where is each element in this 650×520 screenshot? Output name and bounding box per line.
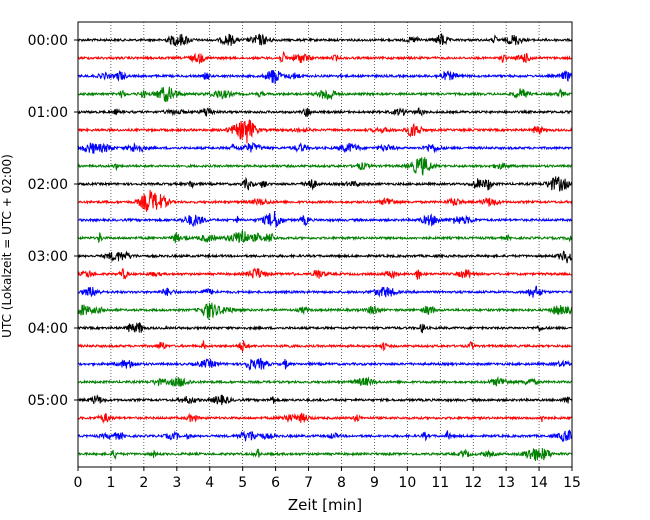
- trace-22: [77, 429, 573, 443]
- x-tick-label: 10: [398, 475, 416, 491]
- x-tick-label: 12: [464, 475, 482, 491]
- trace-16: [77, 321, 573, 334]
- trace-9: [77, 189, 573, 212]
- x-axis: 0 1 2 3 4 5 6 7 8 9 10 11 12 13 14 15: [74, 467, 581, 491]
- trace-20: [77, 394, 573, 406]
- trace-10: [77, 211, 573, 228]
- x-tick-label: 8: [337, 475, 346, 491]
- x-tick-label: 4: [205, 475, 214, 491]
- x-tick-label: 6: [271, 475, 280, 491]
- x-tick-label: 2: [139, 475, 148, 491]
- y-tick-label: 05:00: [28, 393, 68, 409]
- y-axis: 00:00 01:00 02:00 03:00 04:00 05:00: [28, 33, 78, 409]
- trace-3: [77, 86, 573, 103]
- trace-layer: [77, 33, 573, 462]
- trace-23: [77, 447, 573, 462]
- y-tick-label: 00:00: [28, 33, 68, 49]
- y-tick-label: 01:00: [28, 105, 68, 121]
- trace-11: [77, 228, 573, 244]
- trace-21: [77, 412, 573, 424]
- x-tick-label: 3: [172, 475, 181, 491]
- trace-4: [77, 107, 573, 118]
- x-axis-label: Zeit [min]: [288, 496, 362, 514]
- x-tick-label: 15: [563, 475, 581, 491]
- x-tick-label: 5: [238, 475, 247, 491]
- trace-13: [77, 267, 573, 280]
- x-tick-label: 1: [106, 475, 115, 491]
- x-tick-label: 11: [431, 475, 449, 491]
- trace-7: [77, 157, 573, 176]
- y-tick-label: 04:00: [28, 321, 68, 337]
- trace-0: [77, 33, 573, 47]
- trace-2: [77, 69, 573, 85]
- x-tick-label: 0: [74, 475, 83, 491]
- x-tick-label: 14: [530, 475, 548, 491]
- y-axis-label: UTC (Lokalzeit = UTC + 02:00): [0, 154, 14, 338]
- y-tick-label: 03:00: [28, 249, 68, 265]
- y-tick-label: 02:00: [28, 177, 68, 193]
- trace-12: [77, 250, 573, 264]
- trace-14: [77, 285, 573, 298]
- trace-5: [77, 119, 573, 144]
- trace-6: [77, 141, 573, 154]
- trace-19: [77, 375, 573, 388]
- trace-1: [77, 51, 573, 65]
- trace-17: [77, 340, 573, 353]
- trace-18: [77, 357, 573, 372]
- trace-8: [77, 176, 573, 192]
- grid-layer: [110, 22, 540, 467]
- trace-15: [77, 302, 573, 320]
- x-tick-label: 7: [304, 475, 313, 491]
- x-tick-label: 9: [370, 475, 379, 491]
- x-tick-label: 13: [497, 475, 515, 491]
- plot-frame: [77, 21, 573, 468]
